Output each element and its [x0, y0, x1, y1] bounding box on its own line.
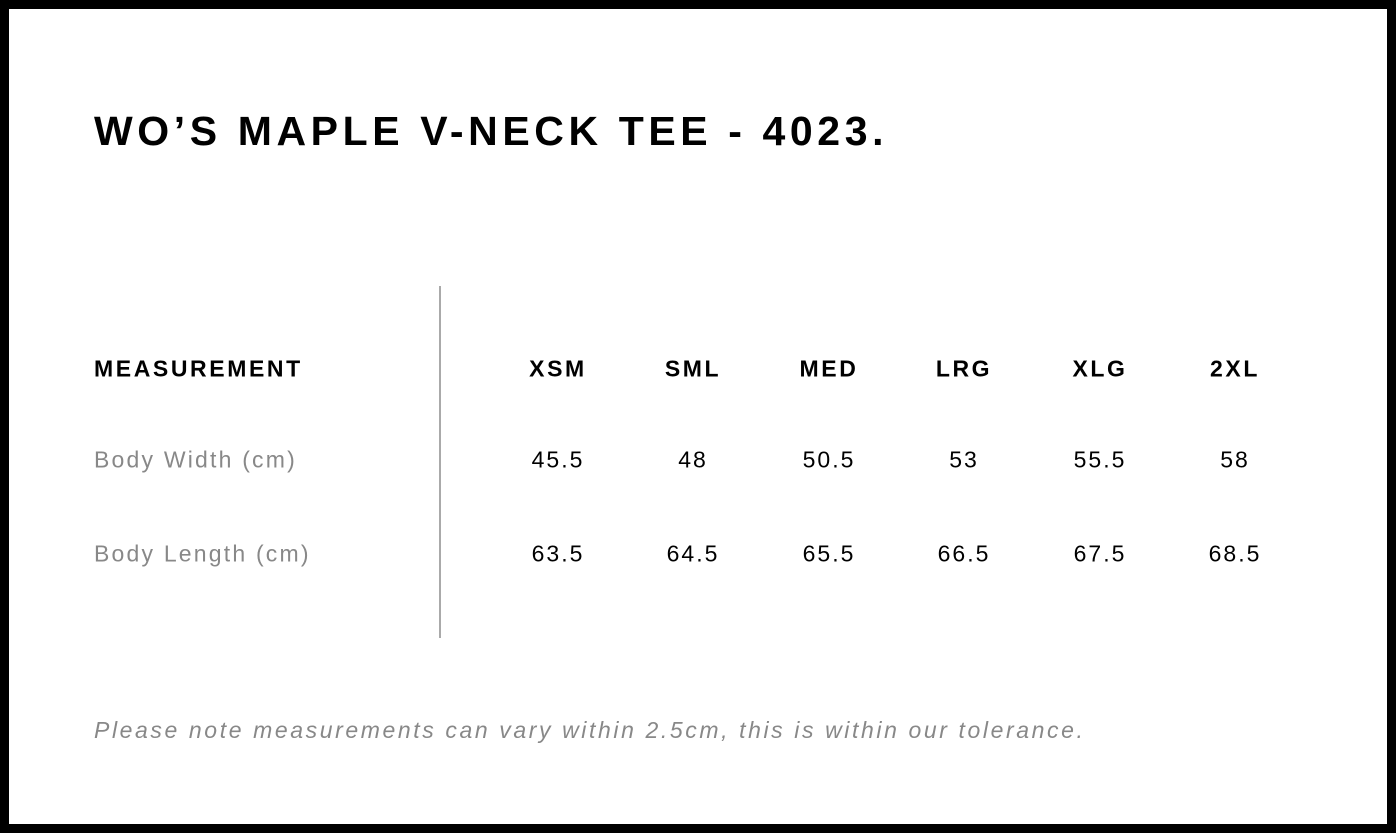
size-header: XLG — [1072, 355, 1128, 382]
table-cell: 67.5 — [1073, 540, 1127, 567]
row-label: Body Width (cm) — [94, 446, 297, 473]
table-cell: 53 — [949, 446, 979, 473]
table-divider — [439, 286, 441, 638]
tolerance-note: Please note measurements can vary within… — [94, 717, 1086, 743]
table-cell: 63.5 — [531, 540, 585, 567]
table-cell: 65.5 — [802, 540, 856, 567]
table-cell: 48 — [678, 446, 708, 473]
row-label: Body Length (cm) — [94, 540, 311, 567]
measurement-header: MEASUREMENT — [94, 355, 303, 382]
table-cell: 66.5 — [937, 540, 991, 567]
table-cell: 50.5 — [802, 446, 856, 473]
page-title: WO’S MAPLE V-NECK TEE - 4023. — [94, 108, 889, 154]
size-header: 2XL — [1210, 355, 1260, 382]
table-cell: 45.5 — [531, 446, 585, 473]
size-header: MED — [799, 355, 859, 382]
table-cell: 55.5 — [1073, 446, 1127, 473]
table-cell: 58 — [1220, 446, 1250, 473]
size-header: XSM — [529, 355, 587, 382]
table-cell: 64.5 — [666, 540, 720, 567]
size-header: SML — [664, 355, 722, 382]
size-header: LRG — [935, 355, 993, 382]
table-cell: 68.5 — [1208, 540, 1262, 567]
